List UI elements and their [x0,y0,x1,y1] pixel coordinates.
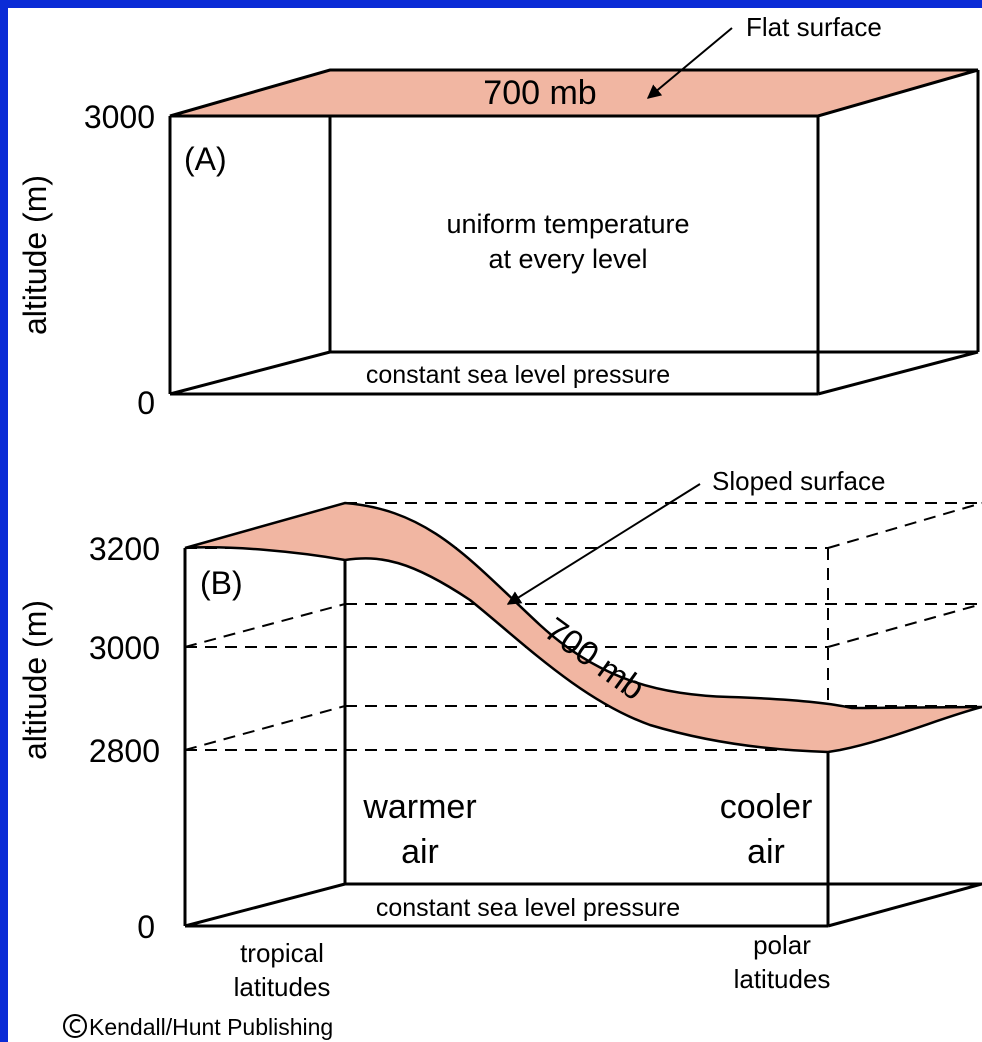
panel-b-label: (B) [200,565,243,601]
copyright-text: Kendall/Hunt Publishing [89,1014,333,1040]
panel-a-base-label: constant sea level pressure [366,361,670,389]
polar-latitudes-line2: latitudes [734,964,831,994]
copyright-icon [64,1015,86,1037]
cooler-air-line2: air [747,833,785,871]
panel-b-tick-2800: 2800 [89,733,160,769]
pressure-surface-diagram: Flat surface 700 mb 3000 0 altitude (m) … [8,8,982,1042]
polar-latitudes-line1: polar [753,930,811,960]
panel-a-surface-label: 700 mb [483,74,596,112]
flat-surface-callout: Flat surface [746,12,882,42]
panel-a-ylabel: altitude (m) [17,175,53,335]
tropical-latitudes-line1: tropical [240,938,324,968]
panel-a-tick-0: 0 [137,385,155,421]
warmer-air-line1: warmer [362,788,476,826]
panel-a-label: (A) [184,141,227,177]
panel-a-center-line1: uniform temperature [446,209,689,239]
diagram-frame: Flat surface 700 mb 3000 0 altitude (m) … [8,8,982,1042]
panel-a-center-line2: at every level [488,244,647,274]
panel-b-base-label: constant sea level pressure [376,894,680,922]
tropical-latitudes-line2: latitudes [234,972,331,1002]
copyright: Kendall/Hunt Publishing [64,1014,333,1040]
cooler-air-line1: cooler [720,788,813,826]
sloped-surface-callout: Sloped surface [712,466,885,496]
panel-b-ylabel: altitude (m) [17,600,53,760]
warmer-air-line2: air [401,833,439,871]
panel-a: Flat surface 700 mb 3000 0 altitude (m) … [17,12,978,421]
panel-b: Sloped surface 700 mb 3200 3000 2800 0 a… [17,466,982,1002]
panel-b-tick-3200: 3200 [89,531,160,567]
panel-b-tick-0: 0 [137,909,155,945]
panel-a-tick-3000: 3000 [84,99,155,135]
panel-b-tick-3000: 3000 [89,630,160,666]
